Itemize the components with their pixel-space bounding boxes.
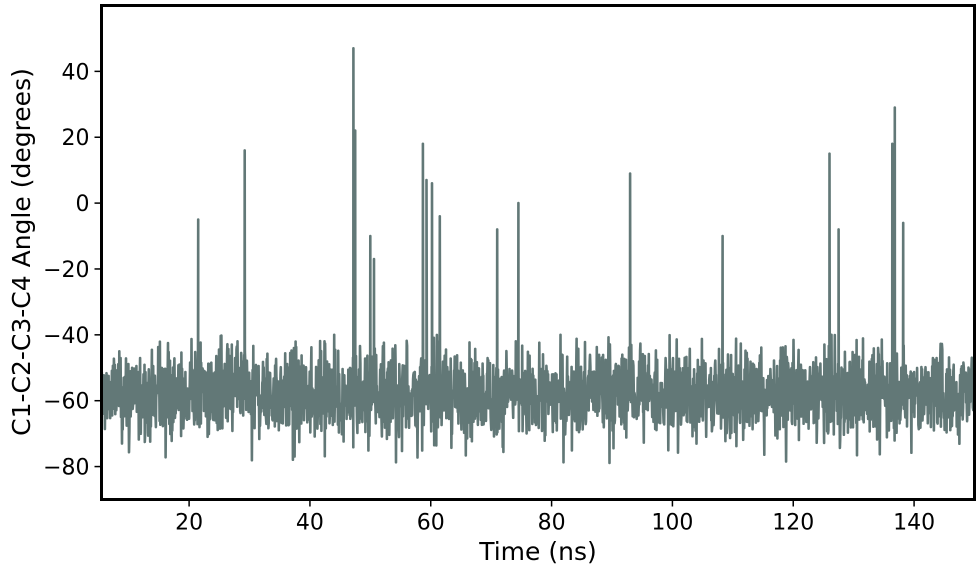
y-tick-label: −60 (43, 390, 89, 415)
x-axis: 20 40 60 80 100 120 140 (175, 499, 935, 536)
y-tick-label: 40 (62, 60, 90, 85)
x-tick-label: 20 (175, 511, 203, 536)
y-axis: 40 20 0 −20 −40 −60 −80 (43, 60, 102, 481)
x-tick-label: 100 (651, 511, 693, 536)
y-tick-label: −20 (43, 258, 89, 283)
y-tick-label: 0 (76, 192, 90, 217)
y-tick-label: 20 (62, 126, 90, 151)
x-tick-label: 80 (538, 511, 566, 536)
x-tick-label: 60 (417, 511, 445, 536)
x-tick-label: 40 (296, 511, 324, 536)
y-axis-title: C1-C2-C3-C4 Angle (degrees) (7, 68, 36, 436)
angle-series-line (100, 47, 976, 465)
y-tick-label: −80 (43, 456, 89, 481)
y-tick-label: −40 (43, 324, 89, 349)
x-tick-label: 120 (772, 511, 814, 536)
plot-frame (100, 4, 976, 501)
series-layer (100, 47, 976, 465)
x-axis-title: Time (ns) (478, 537, 597, 566)
x-tick-label: 140 (893, 511, 935, 536)
